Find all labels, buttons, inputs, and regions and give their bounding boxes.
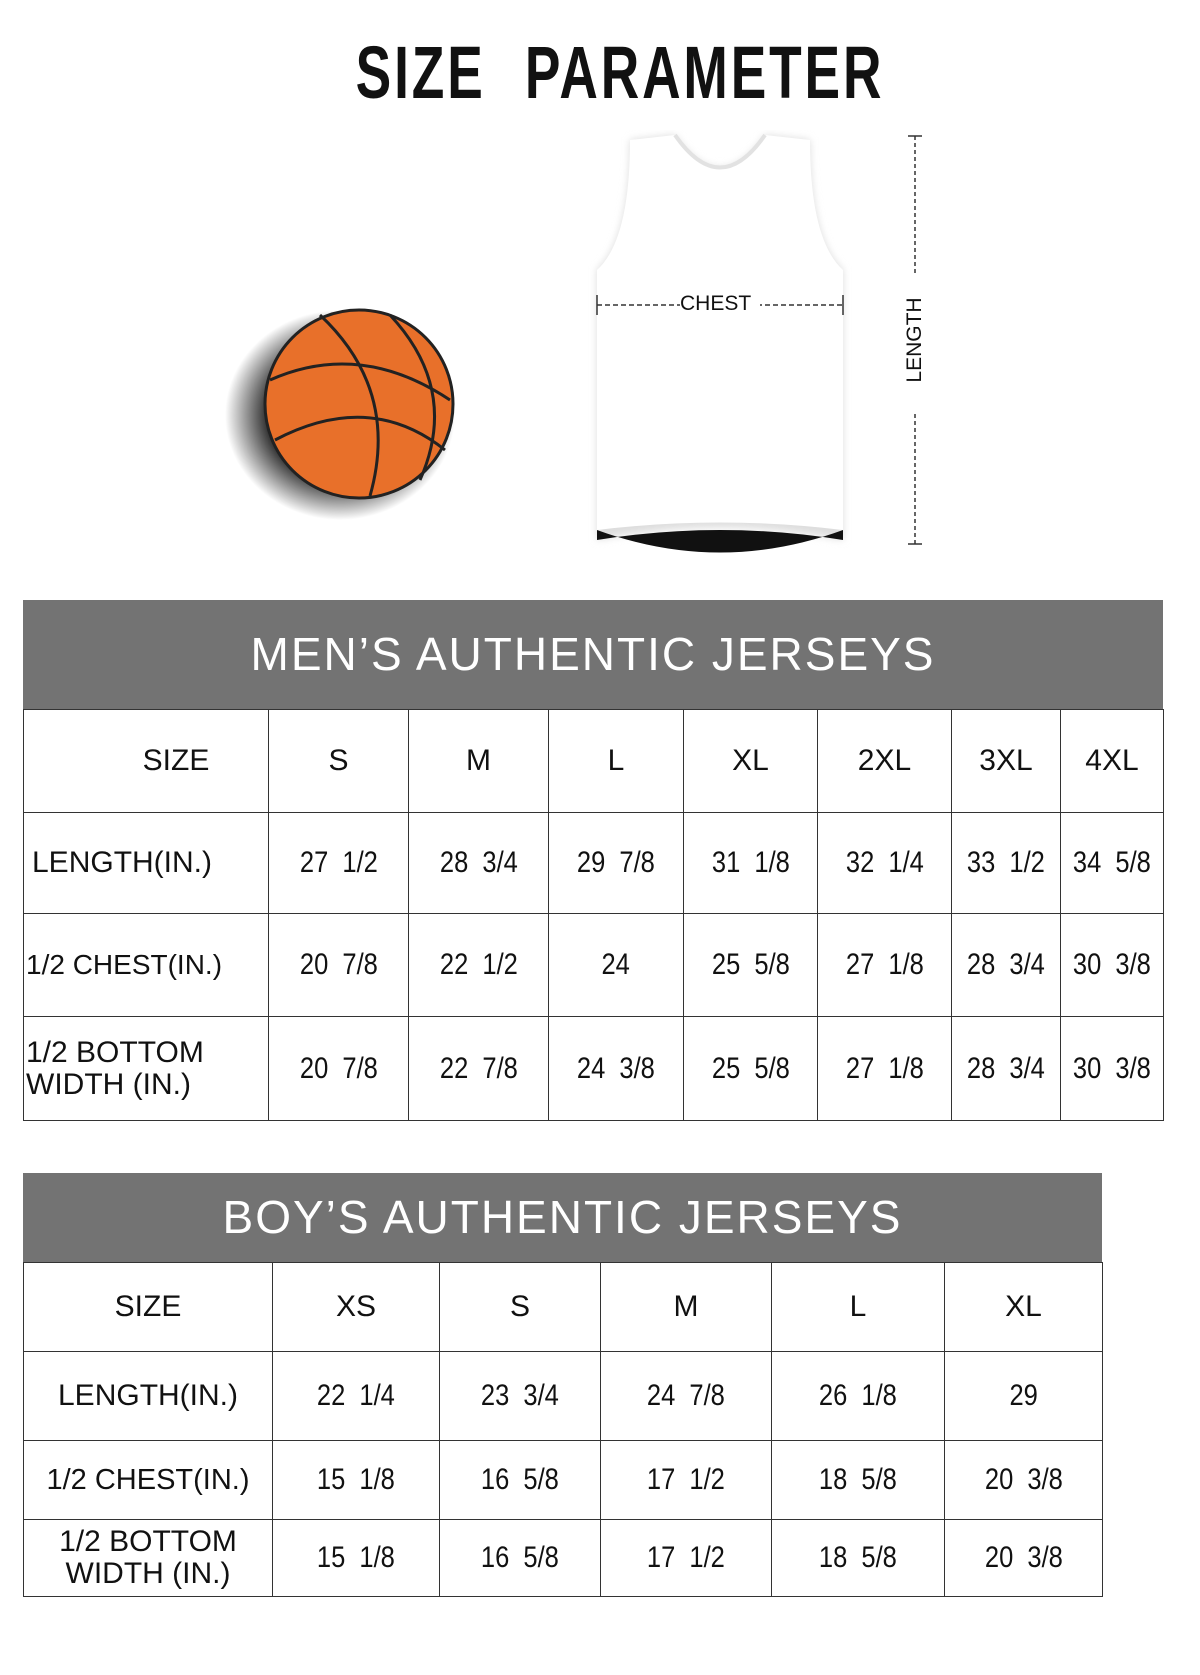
row-label: 1/2 CHEST(IN.) xyxy=(23,913,269,1017)
cell: 17 1/2 xyxy=(647,1541,725,1574)
cell: 30 3/8 xyxy=(1073,948,1151,981)
cell: 20 3/8 xyxy=(984,1463,1063,1496)
table-row: 1/2 CHEST(IN.) 20 7/8 22 1/2 24 25 5/8 2… xyxy=(23,913,1164,1017)
cell: 29 7/8 xyxy=(577,846,655,879)
cell: 25 5/8 xyxy=(711,948,790,981)
header-cell: M xyxy=(408,709,549,813)
mens-size-table: SIZE S M L XL 2XL 3XL 4XL LENGTH(IN.) 27… xyxy=(23,709,1164,1121)
cell: 16 5/8 xyxy=(481,1541,559,1574)
row-label: 1/2 BOTTOM WIDTH (IN.) xyxy=(23,1016,269,1121)
cell: 25 5/8 xyxy=(711,1051,790,1085)
header-cell: S xyxy=(439,1262,601,1352)
cell: 28 3/4 xyxy=(439,846,518,879)
row-label: LENGTH(IN.) xyxy=(23,812,269,914)
header-cell: SIZE xyxy=(23,1262,273,1352)
cell: 33 1/2 xyxy=(967,846,1045,879)
row-label: 1/2 CHEST(IN.) xyxy=(23,1440,273,1520)
header-cell: XS xyxy=(272,1262,440,1352)
cell: 26 1/8 xyxy=(819,1379,897,1412)
chest-label: CHEST xyxy=(680,292,752,315)
cell: 28 3/4 xyxy=(967,948,1045,981)
header-cell: L xyxy=(771,1262,945,1352)
cell: 17 1/2 xyxy=(647,1463,725,1496)
cell: 27 1/8 xyxy=(845,1051,924,1085)
cell: 27 1/2 xyxy=(299,846,378,879)
length-dimension-line xyxy=(908,135,922,545)
header-cell: S xyxy=(268,709,409,813)
cell: 22 1/4 xyxy=(317,1379,395,1412)
jersey-diagram xyxy=(596,133,844,553)
mens-table-title: MEN’S AUTHENTIC JERSEYS xyxy=(23,600,1163,709)
cell: 22 7/8 xyxy=(439,1051,518,1085)
cell: 29 xyxy=(1009,1379,1038,1412)
basketball-icon xyxy=(225,308,455,520)
boys-table-title: BOY’S AUTHENTIC JERSEYS xyxy=(23,1173,1102,1262)
cell: 27 1/8 xyxy=(845,948,924,981)
cell: 24 3/8 xyxy=(577,1051,655,1085)
cell: 18 5/8 xyxy=(819,1541,897,1574)
length-label: LENGTH xyxy=(903,297,926,383)
table-row: LENGTH(IN.) 22 1/4 23 3/4 24 7/8 26 1/8 … xyxy=(23,1351,1103,1441)
cell: 28 3/4 xyxy=(967,1051,1045,1085)
table-row: 1/2 CHEST(IN.) 15 1/8 16 5/8 17 1/2 18 5… xyxy=(23,1440,1103,1520)
header-cell: SIZE xyxy=(23,709,269,813)
cell: 32 1/4 xyxy=(845,846,924,879)
header-cell: L xyxy=(548,709,684,813)
header-cell: M xyxy=(600,1262,772,1352)
cell: 24 7/8 xyxy=(647,1379,725,1412)
cell: 23 3/4 xyxy=(481,1379,559,1412)
header-cell: XL xyxy=(683,709,818,813)
header-cell: 3XL xyxy=(951,709,1061,813)
boys-size-table: SIZE XS S M L XL LENGTH(IN.) 22 1/4 23 3… xyxy=(23,1262,1103,1597)
cell: 31 1/8 xyxy=(711,846,790,879)
cell: 22 1/2 xyxy=(439,948,518,981)
cell: 30 3/8 xyxy=(1073,1051,1151,1085)
cell: 15 1/8 xyxy=(317,1541,395,1574)
row-label: LENGTH(IN.) xyxy=(23,1351,273,1441)
cell: 24 xyxy=(601,948,631,981)
header-cell: XL xyxy=(944,1262,1103,1352)
table-row: 1/2 BOTTOM WIDTH (IN.) 20 7/8 22 7/8 24 … xyxy=(23,1016,1164,1121)
row-label: 1/2 BOTTOM WIDTH (IN.) xyxy=(23,1519,273,1597)
cell: 16 5/8 xyxy=(481,1463,559,1496)
cell: 15 1/8 xyxy=(317,1463,395,1496)
cell: 20 7/8 xyxy=(299,1051,378,1085)
table-header-row: SIZE S M L XL 2XL 3XL 4XL xyxy=(23,709,1164,813)
page-title: SIZE PARAMETER xyxy=(355,31,885,114)
cell: 18 5/8 xyxy=(819,1463,897,1496)
cell: 34 5/8 xyxy=(1073,846,1151,879)
table-header-row: SIZE XS S M L XL xyxy=(23,1262,1103,1352)
header-cell: 4XL xyxy=(1060,709,1164,813)
table-row: 1/2 BOTTOM WIDTH (IN.) 15 1/8 16 5/8 17 … xyxy=(23,1519,1103,1597)
cell: 20 7/8 xyxy=(299,948,378,981)
cell: 20 3/8 xyxy=(984,1541,1063,1574)
table-row: LENGTH(IN.) 27 1/2 28 3/4 29 7/8 31 1/8 … xyxy=(23,812,1164,914)
header-cell: 2XL xyxy=(817,709,952,813)
